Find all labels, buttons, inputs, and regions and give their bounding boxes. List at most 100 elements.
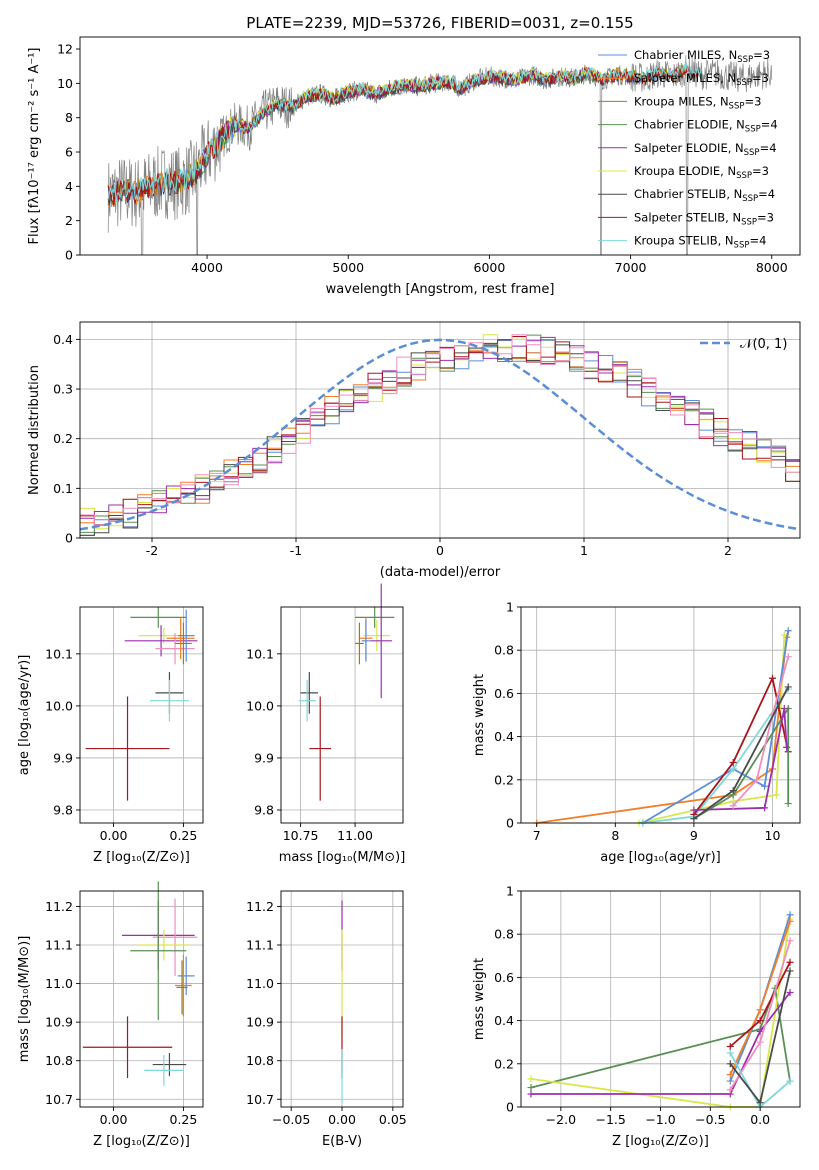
y-tick-label: 10.7	[45, 1092, 73, 1107]
y-tick-label: 9.8	[53, 802, 73, 817]
histogram-step-line	[80, 334, 800, 526]
mass-age-panel: 10.75 11.00 9.8 9.9 10.0 10.1 mass [log₁₀(M/M⊙…	[246, 583, 405, 865]
x-tick-label: −0.5	[695, 1112, 725, 1127]
y-tick-label: 2	[65, 213, 73, 228]
y-tick-label: 11.2	[45, 899, 73, 914]
y-tick-label: 11.1	[246, 938, 274, 953]
x-axis-label: Z [log₁₀(Z/Z⊙)]	[612, 1134, 709, 1149]
x-tick-label: −1.5	[595, 1112, 625, 1127]
weight-series-line	[693, 705, 790, 820]
weight-marker	[768, 674, 776, 682]
metallicity-mass-panel: 0.00 0.25 10.7 10.8 10.9 11.0 11.1 11.2 Z [log₁₀…	[17, 881, 204, 1149]
weight-series-line	[531, 991, 791, 1095]
weight-marker	[783, 743, 791, 751]
x-tick-label: 0.05	[379, 1112, 407, 1127]
y-tick-label: 11.0	[45, 976, 73, 991]
weight-marker	[690, 815, 698, 823]
plot-background	[521, 607, 800, 823]
legend-entry: Chabrier ELODIE, NSSP=4	[634, 118, 778, 135]
x-tick-label: 0.00	[328, 1112, 356, 1127]
y-tick-label: 10.9	[45, 1015, 73, 1030]
figure-title: PLATE=2239, MJD=53726, FIBERID=0031, z=0…	[246, 14, 633, 32]
weight-marker	[726, 1077, 734, 1085]
y-tick-label: 10.9	[246, 1015, 274, 1030]
x-tick-label: 0.00	[100, 828, 128, 843]
weight-marker	[786, 937, 794, 945]
x-axis-label: Z [log₁₀(Z/Z⊙)]	[93, 1134, 190, 1149]
extinction-mass-panel: −0.05 0.00 0.05 10.7 10.8 10.9 11.0 11.1 11.2 E(B…	[246, 890, 407, 1149]
residual-histogram-panel: -2 -1 0 1 2 0 0.1 0.2 0.3 0.4 (data-model)/error No…	[27, 321, 801, 580]
weight-marker	[780, 705, 788, 713]
weight-marker	[756, 1006, 764, 1014]
weight-marker	[756, 1017, 764, 1025]
x-tick-label: 7	[533, 828, 541, 843]
y-tick-label: 0.1	[53, 481, 73, 496]
weight-marker	[786, 967, 794, 975]
weight-marker	[761, 804, 769, 812]
y-axis-label: mass [log₁₀(M/M⊙)]	[17, 936, 32, 1063]
axes-frame	[520, 606, 801, 824]
y-tick-label: 0.8	[494, 643, 514, 658]
metallicity-weights-panel: −2.0 −1.5 −1.0 −0.5 0.0 0 0.2 0.4 0.6 0.8 1 Z [log₁…	[472, 884, 801, 1149]
weight-marker	[784, 627, 792, 635]
weight-marker	[729, 765, 737, 773]
x-tick-label: 8000	[756, 260, 788, 275]
weight-marker	[726, 1049, 734, 1057]
spectrum-panel: 4000 5000 6000 7000 8000 0 2 4 6 8 10 12 wavelength …	[27, 36, 801, 297]
y-tick-label: 0	[65, 531, 73, 546]
x-tick-label: −2.0	[546, 1112, 576, 1127]
y-tick-label: 10.0	[246, 698, 274, 713]
legend-entry: 𝒩(0, 1)	[740, 337, 787, 352]
x-tick-label: 6000	[474, 260, 506, 275]
y-tick-label: 1	[506, 884, 514, 899]
weight-marker	[786, 917, 794, 925]
x-tick-label: 7000	[615, 260, 647, 275]
legend-entry: Kroupa MILES, NSSP=3	[634, 94, 761, 111]
weight-marker	[527, 1075, 535, 1083]
age-weights-panel: 7 8 9 10 0 0.2 0.4 0.6 0.8 1 age [log₁₀(age/yr)] ma…	[472, 600, 801, 865]
y-tick-label: 10.8	[246, 1053, 274, 1068]
weight-marker	[726, 1043, 734, 1051]
weight-marker	[729, 759, 737, 767]
weight-marker	[527, 1084, 535, 1092]
axes-frame	[79, 606, 204, 824]
y-tick-label: 10.1	[45, 646, 73, 661]
axes-frame	[280, 606, 404, 824]
normal-distribution-curve	[80, 338, 800, 531]
y-axis-label: mass weight	[472, 674, 487, 756]
weight-series-line	[693, 675, 790, 815]
weight-marker	[726, 1086, 734, 1094]
plot-background	[281, 607, 403, 823]
weight-marker	[729, 787, 737, 795]
y-tick-label: 11.1	[45, 938, 73, 953]
x-axis-label: E(B-V)	[322, 1134, 362, 1149]
x-tick-label: 5000	[332, 260, 364, 275]
y-tick-label: 9.9	[254, 750, 274, 765]
weight-marker	[786, 1077, 794, 1085]
x-tick-label: -1	[290, 543, 302, 558]
weight-marker	[726, 1060, 734, 1068]
y-tick-label: 4	[65, 179, 73, 194]
y-tick-label: 0.2	[53, 431, 73, 446]
x-tick-label: 0.0	[750, 1112, 770, 1127]
weight-marker	[753, 776, 761, 784]
x-tick-label: 1	[580, 543, 588, 558]
plot-background	[80, 891, 203, 1107]
weight-marker	[726, 1071, 734, 1079]
x-tick-label: 0.00	[100, 1112, 128, 1127]
y-tick-label: 10.7	[246, 1092, 274, 1107]
weight-marker	[784, 800, 792, 808]
x-axis-label: (data-model)/error	[380, 565, 501, 580]
legend-entry: Chabrier STELIB, NSSP=4	[634, 187, 775, 204]
x-tick-label: 0.25	[170, 1112, 198, 1127]
y-tick-label: 10.1	[246, 646, 274, 661]
histogram-step-line	[80, 336, 800, 526]
weight-marker	[756, 1038, 764, 1046]
x-tick-label: 11.00	[337, 828, 373, 843]
y-tick-label: 0.4	[494, 1013, 514, 1028]
weight-series-line	[642, 688, 789, 824]
x-tick-label: 9	[690, 828, 698, 843]
y-axis-label: age [log₁₀(age/yr)]	[17, 655, 32, 776]
weight-marker	[784, 683, 792, 691]
